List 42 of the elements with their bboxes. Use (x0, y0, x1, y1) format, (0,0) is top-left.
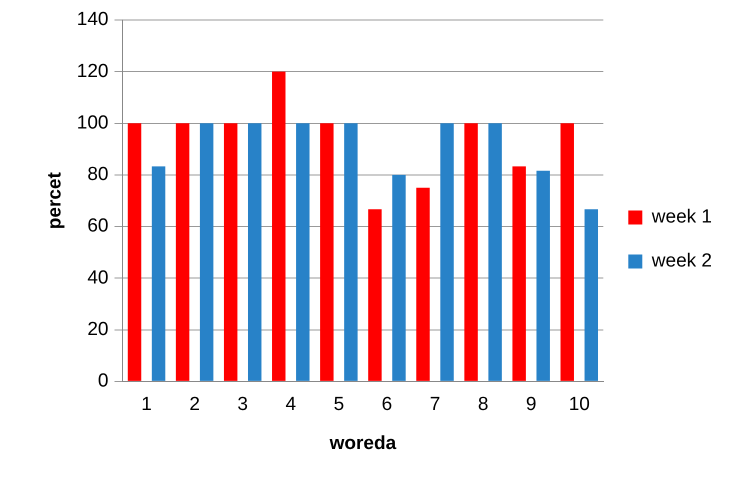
x-tick-label: 5 (334, 394, 344, 416)
x-tick-label: 4 (285, 394, 296, 416)
bar (344, 123, 358, 381)
legend-label: week 1 (650, 206, 712, 228)
bar (200, 123, 214, 381)
y-tick-label: 80 (87, 164, 108, 186)
y-tick-label: 0 (98, 370, 108, 392)
y-axis-title: percet (44, 172, 66, 230)
x-tick-label: 2 (189, 394, 200, 416)
x-tick-label: 10 (568, 394, 590, 416)
x-tick-label: 8 (478, 394, 488, 416)
bar (320, 123, 334, 381)
y-tick-label: 100 (76, 112, 108, 134)
bar (224, 123, 238, 381)
y-tick-label: 20 (87, 319, 108, 340)
bar (584, 209, 598, 381)
y-tick-label: 40 (87, 267, 108, 288)
x-tick-label: 9 (526, 394, 536, 416)
bar (368, 209, 382, 381)
bar (176, 123, 190, 381)
bar (128, 123, 142, 381)
bar (512, 166, 526, 381)
bar (392, 174, 406, 381)
x-tick-label: 1 (141, 394, 152, 416)
bar (152, 166, 166, 381)
bar (464, 123, 478, 381)
x-tick-label: 7 (430, 394, 440, 416)
x-axis-title: woreda (328, 432, 397, 454)
bar (416, 188, 430, 381)
bar (296, 123, 310, 381)
bar (248, 123, 262, 381)
x-tick-label: 6 (382, 394, 392, 416)
bar (488, 123, 502, 381)
bar (536, 170, 550, 381)
y-tick-label: 140 (76, 9, 108, 30)
bar (440, 123, 454, 381)
y-tick-label: 120 (76, 60, 108, 82)
y-tick-label: 60 (87, 216, 108, 237)
bar (272, 72, 286, 381)
x-tick-label: 3 (237, 394, 248, 416)
bar (560, 123, 574, 381)
legend-label: week 2 (650, 250, 712, 272)
